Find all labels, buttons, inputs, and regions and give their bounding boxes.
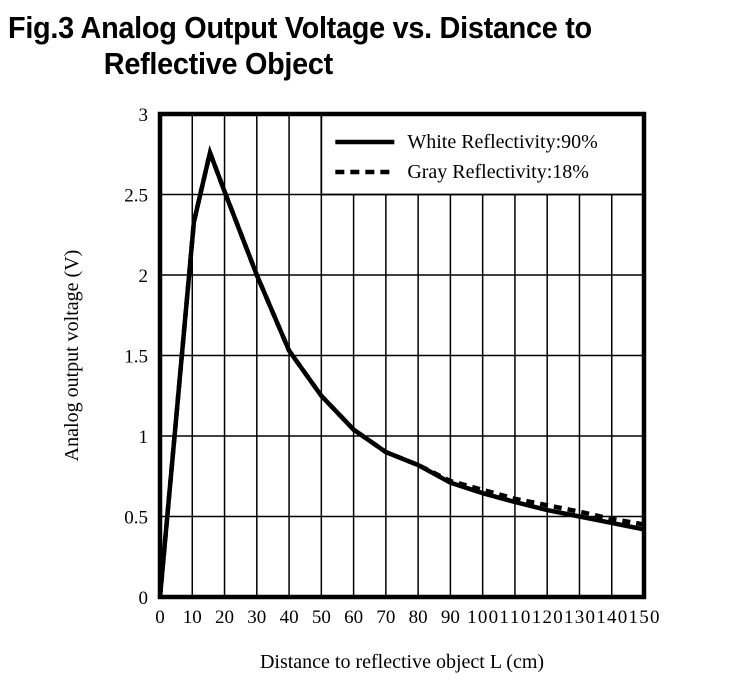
x-tick-label: 140 (596, 607, 627, 628)
x-tick-label: 30 (247, 607, 266, 628)
x-tick-labels: 0 10 20 30 40 50 60 70 80 90 100 110 120 130 140 150 (155, 607, 659, 628)
chart-title: Fig.3 Analog Output Voltage vs. Distance… (8, 10, 592, 82)
x-tick-label: 20 (215, 607, 234, 628)
y-axis-label: Analog output voltage (V) (61, 250, 83, 462)
x-tick-label: 100 (467, 607, 498, 628)
y-tick-label: 3 (139, 105, 149, 126)
x-tick-label: 60 (344, 607, 363, 628)
y-tick-label: 2 (139, 266, 149, 287)
y-tick-labels: 0 0.5 1 1.5 2 2.5 3 (124, 105, 148, 609)
legend-label-gray: Gray Reflectivity:18% (407, 161, 589, 183)
chart-title-line-1: Fig.3 Analog Output Voltage vs. Distance… (8, 10, 592, 45)
legend-label-white: White Reflectivity:90% (407, 131, 598, 153)
x-tick-label: 110 (499, 607, 530, 628)
x-axis-label: Distance to reflective object L (cm) (260, 651, 544, 673)
series-group (157, 144, 645, 598)
chart-title-line-2: Reflective Object (103, 46, 333, 81)
legend-background (320, 113, 645, 196)
plot-frame (157, 111, 647, 600)
x-tick-label: 80 (409, 607, 428, 628)
series-line-gray (157, 144, 645, 598)
y-tick-label: 1 (139, 427, 149, 448)
y-tick-label: 0 (139, 588, 149, 609)
legend: White Reflectivity:90% Gray Reflectivity… (320, 113, 645, 196)
x-tick-label: 150 (629, 607, 660, 628)
x-tick-label: 0 (155, 607, 165, 628)
y-tick-label: 1.5 (124, 347, 148, 368)
x-tick-label: 90 (441, 607, 460, 628)
x-tick-label: 10 (183, 607, 202, 628)
x-tick-label: 50 (312, 607, 331, 628)
x-tick-label: 40 (280, 607, 299, 628)
series-line-white (157, 144, 645, 598)
x-tick-label: 120 (532, 607, 563, 628)
y-tick-label: 0.5 (124, 508, 148, 529)
x-tick-label: 70 (376, 607, 395, 628)
y-tick-label: 2.5 (124, 186, 148, 207)
x-tick-label: 130 (564, 607, 595, 628)
